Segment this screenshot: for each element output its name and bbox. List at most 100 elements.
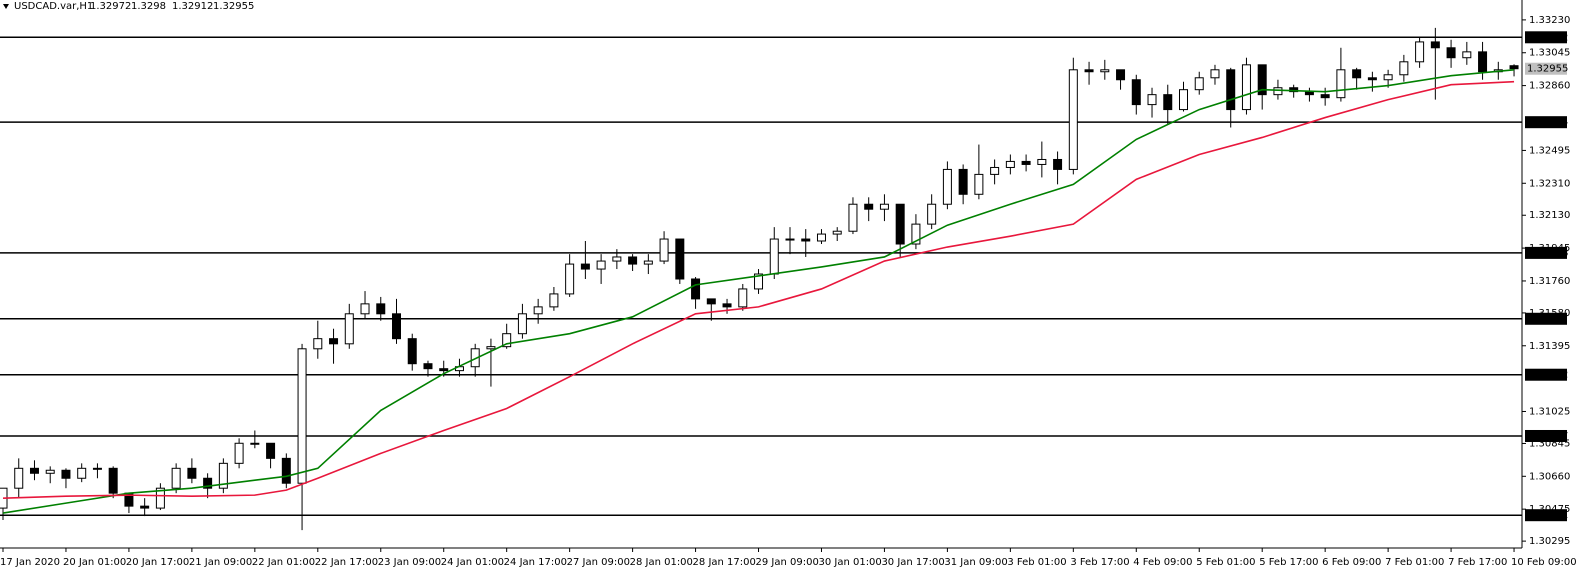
candle-body [1289, 87, 1299, 93]
candle-body [533, 306, 543, 315]
candle-body [234, 442, 244, 464]
candle-body [706, 298, 716, 305]
candle-body [376, 303, 386, 315]
y-tick-label: 1.33230 [1529, 15, 1570, 26]
candle-body [14, 467, 24, 489]
x-tick-label: 5 Feb 17:00 [1259, 557, 1318, 568]
candle-body [785, 238, 795, 241]
candle-body [517, 313, 527, 335]
y-tick-label: 1.30295 [1529, 536, 1570, 547]
candle-body [92, 467, 102, 470]
y-tick-label: 1.33045 [1529, 48, 1570, 59]
candle-body [470, 348, 480, 368]
level-label: 1.32654 [1527, 117, 1568, 128]
candle-body [187, 467, 197, 479]
x-tick-label: 29 Jan 09:00 [756, 557, 819, 568]
y-tick-label: 1.32310 [1529, 178, 1570, 189]
x-tick-label: 24 Jan 01:00 [441, 557, 504, 568]
candle-body [1430, 41, 1440, 49]
y-tick-label: 1.32495 [1529, 145, 1570, 156]
candle-body [502, 333, 512, 348]
level-label-box [1525, 116, 1567, 129]
candle-body [1241, 64, 1251, 111]
candle-body [974, 173, 984, 195]
x-tick-label: 24 Jan 17:00 [504, 557, 567, 568]
candle-body [1352, 69, 1362, 79]
candle-body [29, 467, 39, 474]
candle-body [990, 166, 1000, 175]
candle-body [140, 505, 150, 509]
candle-body [1257, 64, 1267, 96]
x-tick-label: 21 Jan 09:00 [189, 557, 252, 568]
x-tick-label: 7 Feb 01:00 [1385, 557, 1444, 568]
candle-body [281, 457, 291, 484]
candle-body [1163, 94, 1173, 111]
y-tick-label: 1.32860 [1529, 81, 1570, 92]
header-high: 1.3298 [131, 1, 166, 12]
candle-body [203, 477, 213, 489]
candle-body [407, 338, 417, 365]
menu-triangle[interactable] [3, 4, 9, 9]
candle-body [675, 238, 685, 280]
candle-body [1100, 69, 1110, 73]
candle-body [722, 303, 732, 308]
candle-body [108, 467, 118, 494]
level-label: 1.31232 [1527, 370, 1568, 381]
candle-body [266, 442, 276, 459]
x-tick-label: 22 Jan 17:00 [315, 557, 378, 568]
candle-body [1462, 51, 1472, 59]
candle-body [1005, 160, 1015, 168]
candle-body [832, 230, 842, 235]
candle-body [1021, 160, 1031, 165]
candle-body [643, 260, 653, 265]
level-label: 1.33132 [1527, 32, 1568, 43]
candle-body [848, 203, 858, 232]
candle-body [1131, 79, 1141, 106]
candle-body [1367, 77, 1377, 81]
candle-body [769, 238, 779, 275]
y-tick-label: 1.31395 [1529, 341, 1570, 352]
moving-average [2, 68, 1515, 514]
x-tick-label: 30 Jan 01:00 [818, 557, 881, 568]
candle-body [1478, 51, 1488, 73]
candle-body [1053, 158, 1063, 170]
candle-body [549, 293, 559, 308]
candle-body [738, 288, 748, 308]
level-label: 1.31918 [1527, 248, 1568, 259]
candle-body [1415, 41, 1425, 63]
candle-body [612, 256, 622, 262]
candle-body [565, 263, 575, 295]
candle-body [61, 469, 71, 479]
candle-body [344, 313, 354, 345]
candle-body [171, 467, 181, 489]
candle-body [596, 260, 606, 270]
x-tick-label: 23 Jan 09:00 [378, 557, 441, 568]
candle-body [250, 442, 260, 445]
x-tick-label: 20 Jan 01:00 [63, 557, 126, 568]
candle-body [816, 233, 826, 242]
level-label: 1.31547 [1527, 314, 1568, 325]
candle-body [1446, 47, 1456, 59]
candle-body [329, 338, 339, 345]
candle-body [911, 223, 921, 245]
x-tick-label: 5 Feb 01:00 [1196, 557, 1255, 568]
x-tick-label: 27 Jan 09:00 [567, 557, 630, 568]
level-label-box [1525, 312, 1567, 325]
candle-body [423, 363, 433, 370]
candle-body [1273, 87, 1283, 96]
candle-body [218, 462, 228, 489]
candle-body [754, 273, 764, 290]
candle-body [486, 346, 496, 350]
level-label-box [1525, 368, 1567, 381]
level-label: 1.30441 [1527, 510, 1568, 521]
y-tick-label: 1.30845 [1529, 438, 1570, 449]
header-low: 1.32912 [172, 1, 213, 12]
y-tick-label: 1.31025 [1529, 406, 1570, 417]
candle-body [1226, 69, 1236, 111]
candle-body [801, 238, 811, 242]
x-tick-label: 22 Jan 01:00 [252, 557, 315, 568]
candle-body [1336, 69, 1346, 99]
header-close: 1.32955 [213, 1, 254, 12]
